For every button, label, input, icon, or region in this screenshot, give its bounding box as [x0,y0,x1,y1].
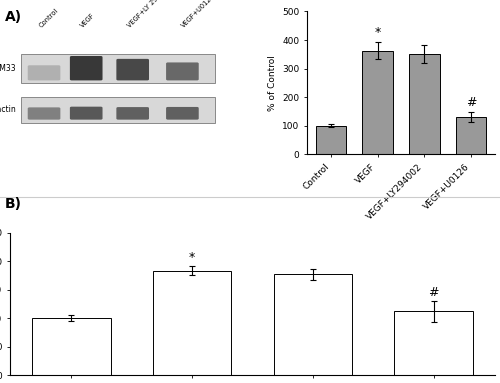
Bar [362,51,393,154]
FancyBboxPatch shape [166,107,198,119]
Text: VEGF+U0126: VEGF+U0126 [181,0,217,29]
Text: Control: Control [38,7,60,29]
Text: VEGF: VEGF [80,12,96,29]
Text: ADAM33: ADAM33 [0,64,16,73]
Text: *: * [189,251,195,264]
Text: *: * [374,26,380,39]
Bar [394,311,473,375]
Text: #: # [428,286,439,299]
FancyBboxPatch shape [28,107,60,119]
FancyBboxPatch shape [70,106,102,119]
FancyBboxPatch shape [21,54,216,83]
FancyBboxPatch shape [21,97,216,123]
Bar [274,274,352,375]
Text: A): A) [5,10,22,24]
Bar [409,54,440,154]
Text: β-actin: β-actin [0,105,16,115]
Bar [456,117,486,154]
FancyBboxPatch shape [28,65,60,80]
Y-axis label: % of Control: % of Control [268,55,276,111]
FancyBboxPatch shape [166,62,198,80]
FancyBboxPatch shape [70,56,102,80]
Text: B): B) [5,197,22,211]
Bar [153,271,232,375]
Bar [316,126,346,154]
Bar [32,318,110,375]
Text: VEGF+LY 294002: VEGF+LY 294002 [127,0,172,29]
FancyBboxPatch shape [116,59,149,80]
Text: #: # [466,96,476,109]
FancyBboxPatch shape [116,107,149,119]
